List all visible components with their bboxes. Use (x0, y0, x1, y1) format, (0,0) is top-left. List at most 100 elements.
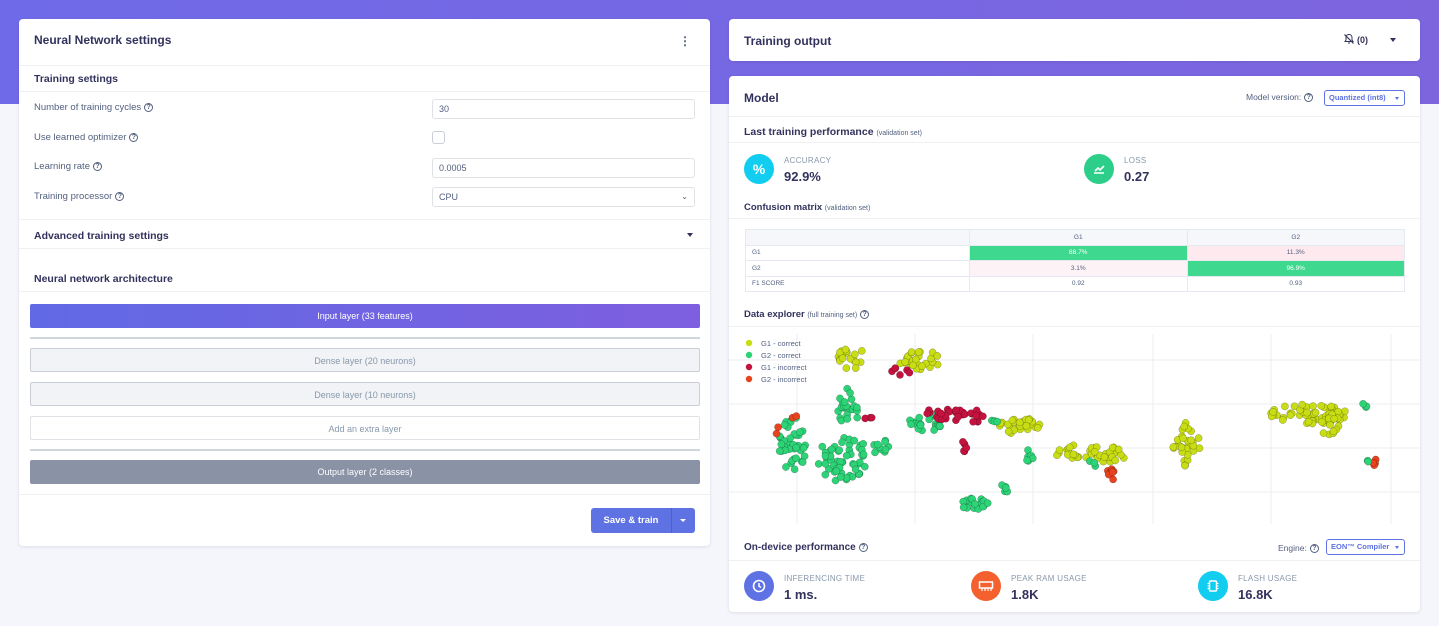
data-point[interactable] (846, 389, 854, 397)
input-layer[interactable]: Input layer (33 features) (30, 304, 700, 328)
data-point[interactable] (962, 444, 971, 452)
data-point[interactable] (959, 503, 968, 512)
data-point[interactable] (836, 473, 845, 481)
data-point[interactable] (842, 451, 851, 460)
data-point[interactable] (790, 465, 799, 474)
data-point[interactable] (909, 361, 917, 370)
data-point[interactable] (1327, 402, 1336, 411)
help-icon[interactable]: ? (1309, 544, 1319, 553)
data-point[interactable] (1001, 484, 1010, 492)
training-cycles-input[interactable]: 30 (432, 99, 695, 119)
data-point[interactable] (842, 364, 851, 372)
data-point[interactable] (843, 415, 852, 423)
data-point[interactable] (850, 436, 859, 445)
data-point[interactable] (960, 410, 969, 419)
data-point[interactable] (821, 470, 830, 479)
data-point[interactable] (851, 350, 859, 359)
data-point[interactable] (901, 358, 909, 366)
data-point[interactable] (1015, 418, 1024, 427)
data-point[interactable] (1187, 436, 1195, 445)
data-point[interactable] (782, 463, 790, 471)
data-point[interactable] (1286, 411, 1295, 420)
data-point[interactable] (1065, 443, 1074, 452)
data-point[interactable] (1329, 427, 1338, 436)
data-point[interactable] (979, 412, 987, 421)
help-icon[interactable]: ? (858, 543, 868, 552)
data-point[interactable] (881, 438, 889, 446)
data-point[interactable] (1069, 450, 1078, 459)
data-point[interactable] (896, 371, 904, 379)
more-options-icon[interactable]: ⋮ (679, 34, 691, 48)
data-point[interactable] (792, 454, 800, 463)
data-point[interactable] (907, 420, 915, 429)
data-point[interactable] (871, 448, 879, 457)
data-point[interactable] (918, 362, 926, 370)
data-point[interactable] (792, 412, 801, 420)
help-icon[interactable]: ? (129, 133, 139, 142)
data-point[interactable] (905, 368, 914, 377)
dense-layer-10[interactable]: Dense layer (10 neurons) (30, 382, 700, 406)
data-point[interactable] (1023, 456, 1031, 465)
data-point[interactable] (798, 458, 807, 467)
data-point[interactable] (846, 354, 855, 363)
notifications-off-icon[interactable] (1343, 33, 1355, 48)
data-point[interactable] (1359, 399, 1367, 408)
data-point[interactable] (772, 429, 781, 438)
data-point[interactable] (1364, 457, 1372, 466)
data-point[interactable] (1317, 418, 1326, 426)
data-point[interactable] (937, 409, 946, 418)
data-point[interactable] (1309, 402, 1317, 410)
data-point[interactable] (821, 452, 830, 460)
data-point[interactable] (818, 442, 827, 451)
data-point[interactable] (1278, 416, 1287, 424)
data-point[interactable] (1330, 414, 1339, 423)
data-point[interactable] (954, 413, 962, 421)
data-point[interactable] (1114, 445, 1123, 454)
data-point[interactable] (853, 403, 861, 412)
data-point[interactable] (1033, 424, 1042, 432)
learned-optimizer-checkbox[interactable] (432, 131, 445, 144)
data-point[interactable] (915, 413, 924, 422)
data-point[interactable] (780, 421, 789, 429)
data-point[interactable] (930, 426, 938, 434)
data-point[interactable] (1024, 446, 1032, 454)
data-point[interactable] (1111, 456, 1120, 465)
help-icon[interactable]: ? (1304, 93, 1314, 102)
data-point[interactable] (959, 437, 967, 446)
data-point[interactable] (859, 450, 868, 459)
data-point[interactable] (1319, 429, 1328, 437)
data-point[interactable] (777, 440, 786, 449)
data-point[interactable] (831, 476, 840, 485)
data-point[interactable] (1311, 408, 1320, 417)
data-point[interactable] (827, 445, 836, 454)
data-point[interactable] (774, 423, 782, 432)
data-point[interactable] (821, 459, 830, 468)
data-point[interactable] (1090, 458, 1099, 467)
advanced-training-toggle[interactable]: Advanced training settings (34, 230, 169, 242)
data-point[interactable] (814, 460, 823, 468)
data-point[interactable] (873, 440, 882, 449)
help-icon[interactable]: ? (115, 192, 125, 201)
data-point[interactable] (993, 417, 1002, 426)
data-point[interactable] (832, 467, 841, 475)
output-layer[interactable]: Output layer (2 classes) (30, 460, 700, 484)
data-point[interactable] (1303, 408, 1311, 417)
data-point[interactable] (861, 414, 870, 423)
data-point[interactable] (969, 417, 977, 426)
data-point[interactable] (923, 409, 932, 418)
data-point[interactable] (775, 447, 784, 455)
help-icon[interactable]: ? (860, 310, 870, 319)
data-point[interactable] (983, 499, 992, 507)
data-point[interactable] (835, 446, 844, 455)
data-point[interactable] (840, 398, 849, 406)
training-processor-select[interactable]: CPU ⌄ (432, 187, 695, 207)
caret-down-icon[interactable] (1390, 38, 1396, 42)
model-version-dropdown[interactable]: Quantized (int8) (1324, 90, 1405, 106)
data-point[interactable] (1298, 400, 1307, 409)
data-point[interactable] (1179, 434, 1187, 443)
learning-rate-input[interactable]: 0.0005 (432, 158, 695, 178)
data-point[interactable] (867, 413, 876, 422)
data-point[interactable] (824, 465, 833, 473)
data-point[interactable] (914, 348, 923, 356)
data-point[interactable] (1008, 416, 1017, 425)
